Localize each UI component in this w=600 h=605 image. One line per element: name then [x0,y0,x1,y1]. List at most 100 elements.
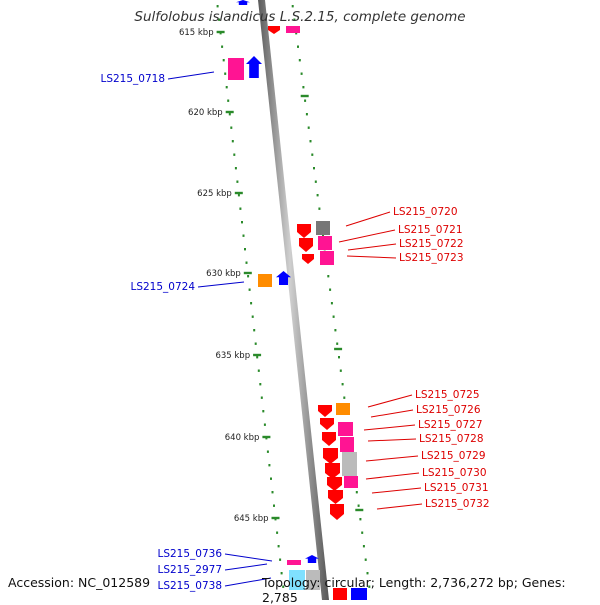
tick-dot [279,558,282,561]
gene-block [286,26,300,33]
tick-dot [244,248,246,251]
gene-arrow-down [320,418,334,430]
tick-dot [218,18,221,21]
scale-tick [253,353,262,357]
tick-dot [251,315,254,318]
tick-dot [242,234,245,237]
tick-dot [307,126,310,129]
scale-tick [216,30,225,34]
scale-tick [271,516,280,520]
tick-dot [291,5,294,8]
tick-dot [265,437,268,440]
leader-line [224,553,273,562]
tick-dot [361,531,364,534]
gene-label-left: LS215_0718 [100,73,165,85]
tick-dot [225,86,228,89]
gene-label-right: LS215_0728 [419,433,484,445]
leader-line [346,255,397,259]
gene-label-right: LS215_0731 [424,482,489,494]
scale-label: 615 kbp [179,28,214,38]
scale-label: 620 kbp [188,108,223,118]
gene-label-right: LS215_0722 [399,238,464,250]
gene-block [228,58,244,80]
leader-line [345,211,391,227]
scale-tick [243,271,252,275]
tick-dot [305,113,308,116]
leader-line [367,438,417,442]
tick-dot [293,18,296,21]
tick-dot [280,572,283,575]
tick-dot [245,261,248,264]
genome-stats-text: Topology: circular; Length: 2,736,272 bp… [262,575,566,605]
tick-dot [298,59,301,62]
tick-dot [234,167,237,170]
tick-dot [311,153,314,156]
gene-arrow-down [297,224,311,238]
tick-dot [355,491,358,494]
tick-dot [313,167,315,170]
tick-dot [231,140,234,143]
leader-line [224,577,272,587]
tick-dot [271,491,274,494]
gene-label-left: LS215_0738 [157,580,222,592]
gene-block [316,221,330,235]
gene-arrow-up [305,555,319,563]
leader-line [371,487,422,494]
scale-tick [355,508,364,512]
tick-dot [262,410,265,413]
tick-dot [260,396,263,399]
tick-dot [254,342,257,345]
tick-dot [336,342,339,345]
gene-block [340,437,354,452]
gene-block [287,560,301,565]
leader-line [367,394,413,408]
gene-label-right: LS215_0721 [398,224,463,236]
gene-arrow-down [299,238,313,252]
tick-dot [359,518,362,521]
gene-arrow-down [328,490,343,504]
tick-dot [322,234,324,237]
gene-arrow-down [322,432,336,446]
tick-dot [268,464,271,467]
tick-dot [334,329,337,332]
gene-label-right: LS215_0723 [399,252,464,264]
gene-block [336,403,350,415]
tick-dot [304,99,307,102]
tick-dot [224,72,227,75]
tick-dot [263,423,266,426]
leader-line [347,243,397,251]
tick-dot [253,329,256,332]
scale-label: 635 kbp [215,351,250,361]
gene-label-right: LS215_0726 [416,404,481,416]
scale-label: 625 kbp [197,189,232,199]
tick-dot [314,180,317,183]
tick-dot [250,302,253,305]
gene-label-right: LS215_0730 [422,467,487,479]
tick-dot [327,275,330,278]
scale-tick [300,94,309,98]
tick-dot [237,194,240,197]
gene-label-left: LS215_0724 [130,281,195,293]
tick-dot [318,207,321,210]
gene-arrow-up [276,271,291,285]
gene-block [289,570,305,590]
tick-dot [309,140,312,143]
gene-block [258,274,272,287]
gene-label-right: LS215_0725 [415,389,480,401]
tick-dot [339,369,342,372]
tick-dot [228,113,231,116]
leader-line [376,503,423,510]
tick-dot [295,32,298,35]
tick-dot [248,288,251,291]
gene-block [342,452,357,476]
tick-dot [330,302,333,305]
gene-block [320,251,334,265]
gene-label-right: LS215_0720 [393,206,458,218]
tick-dot [236,180,239,183]
tick-dot [364,558,367,561]
tick-dot [241,221,243,224]
tick-dot [362,545,365,548]
tick-dot [332,315,335,318]
